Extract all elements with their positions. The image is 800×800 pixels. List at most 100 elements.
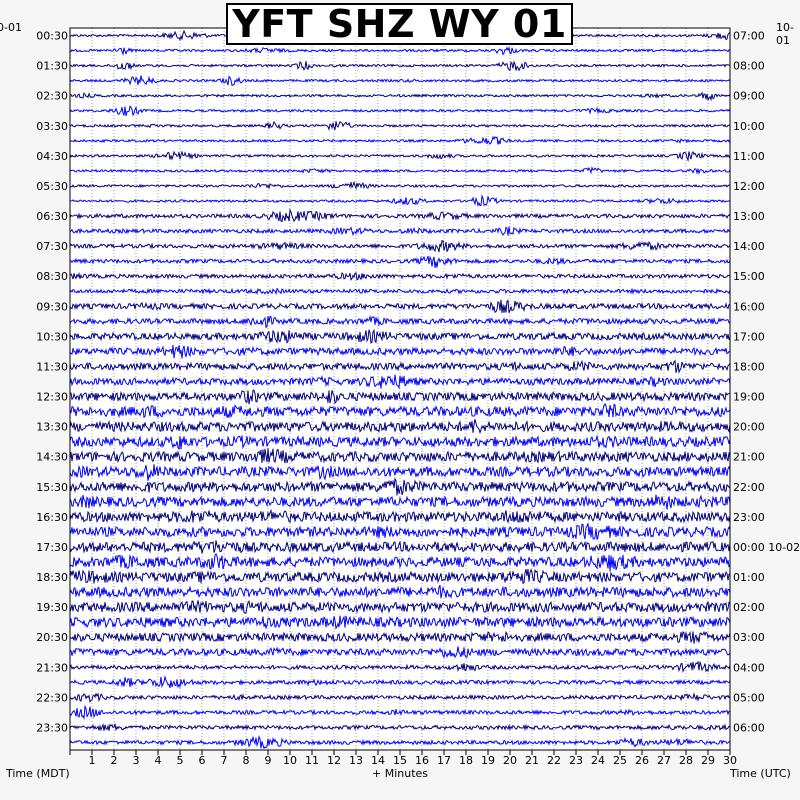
- seismic-trace: [69, 194, 731, 208]
- right-time-label: 12:00: [733, 180, 765, 193]
- x-tick-label: 7: [221, 754, 228, 767]
- right-time-label: 17:00: [733, 330, 765, 343]
- left-axis-title: Time (MDT): [6, 767, 70, 780]
- left-time-label: 03:30: [36, 120, 68, 133]
- seismic-trace: [69, 584, 731, 599]
- seismic-trace: [69, 255, 731, 268]
- left-time-label: 09:30: [36, 300, 68, 313]
- seismic-trace: [69, 60, 731, 72]
- seismic-trace: [69, 646, 731, 659]
- left-time-label: 15:30: [36, 481, 68, 494]
- x-tick-label: 12: [327, 754, 341, 767]
- x-tick-label: 23: [569, 754, 583, 767]
- right-time-label: 05:00: [733, 691, 765, 704]
- x-tick-label: 1: [89, 754, 96, 767]
- seismic-trace: [69, 226, 731, 237]
- left-time-label: 01:30: [36, 60, 68, 73]
- seismic-trace: [69, 315, 731, 329]
- right-time-label: 04:00: [733, 661, 765, 674]
- x-tick-label: 4: [155, 754, 162, 767]
- right-time-label: 08:00: [733, 60, 765, 73]
- right-time-label: 06:00: [733, 721, 765, 734]
- x-tick-label: 30: [723, 754, 737, 767]
- seismic-trace: [69, 328, 731, 344]
- x-tick-label: 2: [111, 754, 118, 767]
- right-time-label: 16:00: [733, 300, 765, 313]
- left-time-label: 16:30: [36, 511, 68, 524]
- seismic-trace: [69, 344, 731, 359]
- seismic-trace: [69, 615, 731, 630]
- x-tick-label: 3: [133, 754, 140, 767]
- x-tick-label: 25: [613, 754, 627, 767]
- x-tick-label: 22: [547, 754, 561, 767]
- right-time-label: 11:00: [733, 150, 765, 163]
- left-time-label: 00:30: [36, 30, 68, 43]
- seismic-trace: [69, 630, 731, 644]
- left-time-label: 10:30: [36, 330, 68, 343]
- left-date-label: 10-01: [0, 21, 22, 34]
- x-tick-label: 8: [243, 754, 250, 767]
- right-time-label: 02:00: [733, 601, 765, 614]
- x-tick-label: 19: [481, 754, 495, 767]
- x-axis-title: + Minutes: [372, 767, 429, 780]
- x-tick-marks: [69, 750, 731, 755]
- right-time-label: 20:00: [733, 421, 765, 434]
- right-time-label: 22:00: [733, 481, 765, 494]
- right-time-label: 00:00 10-02: [733, 541, 800, 554]
- left-time-label: 08:30: [36, 270, 68, 283]
- seismic-trace: [69, 91, 731, 102]
- x-tick-label: 21: [525, 754, 539, 767]
- left-time-label: 22:30: [36, 691, 68, 704]
- x-tick-label: 10: [283, 754, 297, 767]
- chart-title: YFT SHZ WY 01: [226, 2, 573, 46]
- seismic-trace: [69, 734, 731, 750]
- seismic-trace: [69, 287, 731, 296]
- x-tick-label: 27: [657, 754, 671, 767]
- seismic-trace: [69, 239, 731, 253]
- right-time-label: 19:00: [733, 391, 765, 404]
- right-date-label: 10-01: [776, 21, 794, 47]
- seismic-trace: [69, 271, 731, 281]
- seismic-trace: [69, 568, 731, 585]
- seismic-trace: [69, 166, 731, 175]
- right-time-label: 14:00: [733, 240, 765, 253]
- left-time-label: 23:30: [36, 721, 68, 734]
- seismic-trace: [69, 150, 731, 163]
- seismic-trace: [69, 476, 731, 496]
- right-time-label: 01:00: [733, 571, 765, 584]
- seismic-trace: [69, 402, 731, 419]
- left-time-label: 04:30: [36, 150, 68, 163]
- x-tick-label: 20: [503, 754, 517, 767]
- left-time-label: 12:30: [36, 391, 68, 404]
- seismic-trace: [69, 434, 731, 451]
- x-tick-label: 18: [459, 754, 473, 767]
- left-time-label: 02:30: [36, 90, 68, 103]
- left-time-label: 13:30: [36, 421, 68, 434]
- seismic-trace: [69, 508, 731, 524]
- seismic-trace: [69, 419, 731, 435]
- seismic-trace: [69, 208, 731, 223]
- seismic-trace: [69, 704, 731, 720]
- seismic-trace: [69, 180, 731, 190]
- seismic-trace: [69, 359, 731, 374]
- x-tick-label: 29: [701, 754, 715, 767]
- seismic-trace: [69, 540, 731, 554]
- left-time-label: 17:30: [36, 541, 68, 554]
- left-time-label: 21:30: [36, 661, 68, 674]
- x-tick-label: 16: [415, 754, 429, 767]
- left-time-label: 14:30: [36, 451, 68, 464]
- right-time-label: 18:00: [733, 360, 765, 373]
- x-tick-label: 14: [371, 754, 385, 767]
- x-tick-label: 13: [349, 754, 363, 767]
- x-tick-label: 11: [305, 754, 319, 767]
- right-time-label: 03:00: [733, 631, 765, 644]
- seismic-trace: [69, 722, 731, 732]
- right-time-label: 15:00: [733, 270, 765, 283]
- seismic-trace: [69, 46, 731, 56]
- left-time-label: 18:30: [36, 571, 68, 584]
- seismic-trace: [69, 135, 731, 145]
- axis-labels: 1 2 3 4 5 6 7 8 9 10 11 12 13 14 15 16 17 18 19 20 21 22 23 24 2…: [36, 30, 800, 767]
- x-tick-label: 9: [265, 754, 272, 767]
- seismic-trace: [69, 675, 731, 689]
